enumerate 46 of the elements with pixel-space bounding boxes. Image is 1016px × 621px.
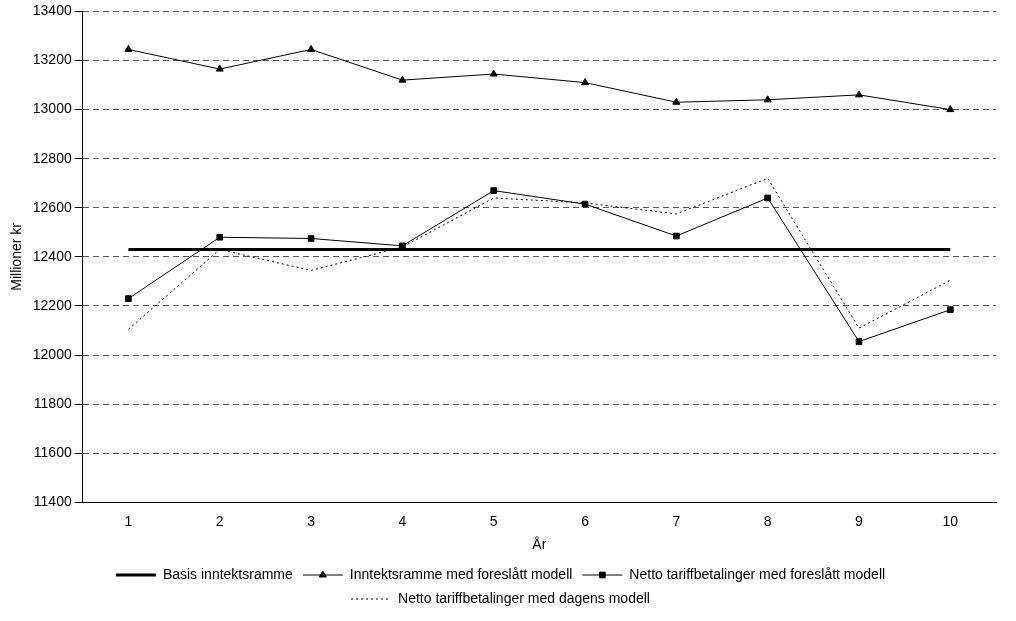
- point: [855, 90, 863, 98]
- x-tick-label: 6: [581, 512, 590, 529]
- point: [398, 75, 407, 83]
- x-tick-label: 4: [398, 512, 407, 529]
- x-tick-label: 5: [489, 512, 498, 529]
- point: [490, 187, 498, 194]
- x-axis-title: År: [532, 536, 547, 553]
- y-tick-label: 13000: [32, 100, 72, 117]
- point: [946, 105, 955, 113]
- point: [672, 97, 681, 105]
- y-tick-label: 12200: [32, 296, 72, 313]
- y-tick-label: 11400: [33, 493, 72, 510]
- y-axis-title: Millioner kr: [8, 222, 25, 291]
- point: [581, 200, 589, 208]
- point: [763, 95, 772, 103]
- y-tick-label: 12000: [32, 345, 72, 362]
- point: [947, 306, 954, 314]
- point: [215, 64, 224, 72]
- x-tick-label: 10: [942, 512, 959, 529]
- legend-label: Basis inntektsramme: [162, 565, 294, 582]
- y-tick-label: 12400: [32, 247, 72, 264]
- legend-label: Netto tariffbetalinger med foreslått modell: [629, 565, 886, 582]
- legend-label: Inntektsramme med foreslått modell: [349, 565, 573, 582]
- y-tick-label: 13200: [32, 51, 72, 68]
- point: [764, 194, 772, 202]
- y-tick-label: 12600: [32, 198, 72, 215]
- point: [124, 44, 133, 52]
- point: [489, 69, 498, 77]
- y-tick-label: 11800: [33, 395, 72, 412]
- y-tick-label: 11600: [33, 444, 72, 461]
- point: [307, 44, 316, 52]
- y-tick-label: 13400: [32, 2, 72, 19]
- x-tick-label: 9: [855, 512, 864, 529]
- point: [581, 78, 589, 86]
- x-tick-label: 2: [215, 512, 224, 529]
- point: [307, 235, 315, 242]
- point: [216, 233, 224, 241]
- x-tick-label: 8: [763, 512, 772, 529]
- point: [855, 338, 863, 345]
- y-tick-label: 12800: [32, 149, 72, 166]
- x-tick-label: 3: [307, 512, 316, 529]
- x-tick-label: 1: [124, 512, 133, 529]
- point: [673, 232, 680, 240]
- x-tick-label: 7: [672, 512, 681, 529]
- point: [125, 295, 132, 302]
- legend-label: Netto tariffbetalinger med dagens modell: [398, 589, 650, 606]
